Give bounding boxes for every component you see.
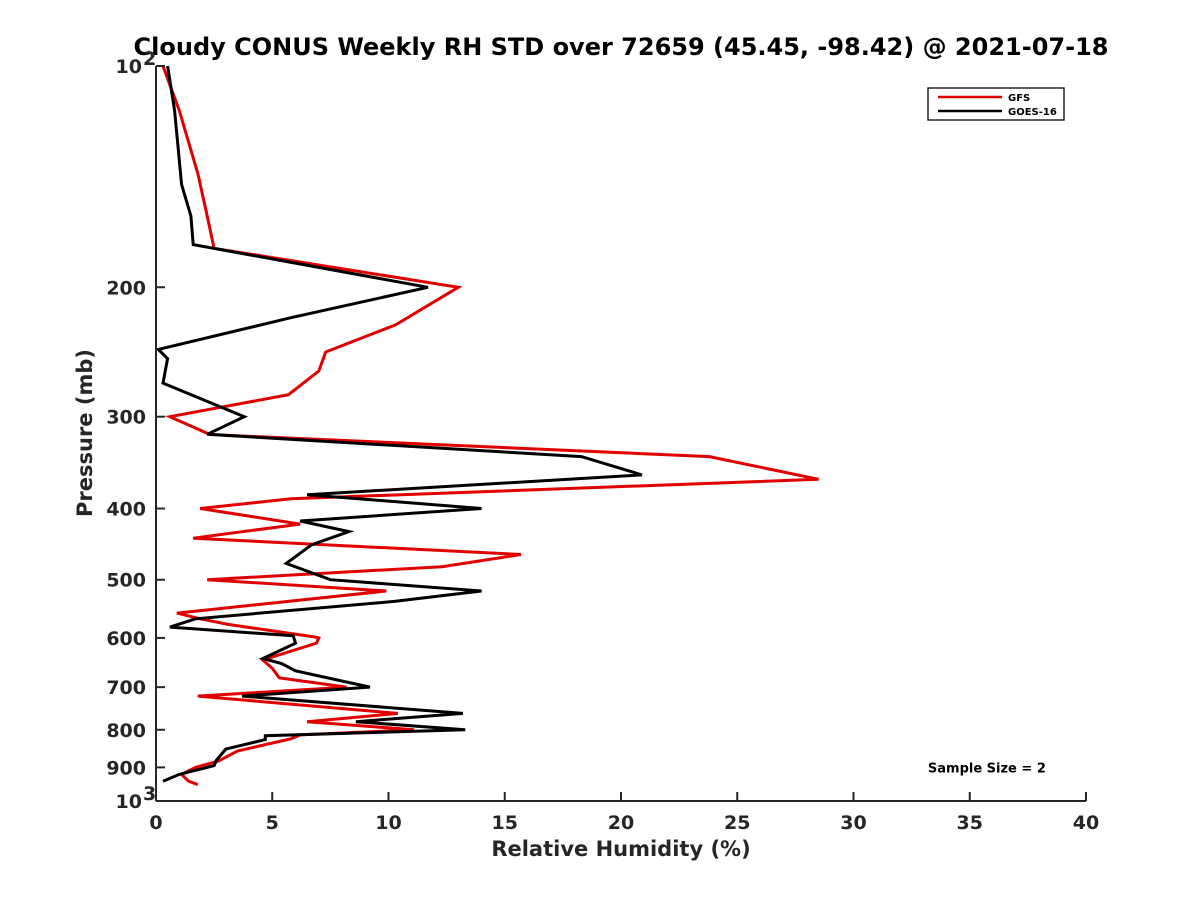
y-axis-label: Pressure (mb) (73, 349, 97, 517)
x-tick-label: 40 (1073, 812, 1099, 834)
y-tick-label: 200 (106, 277, 146, 299)
chart-title: Cloudy CONUS Weekly RH STD over 72659 (4… (134, 33, 1109, 61)
y-tick-label: 800 (106, 720, 146, 742)
y-tick-exponent: 2 (143, 48, 156, 70)
y-tick-label: 600 (106, 628, 146, 650)
legend-label-gfs: GFS (1008, 93, 1030, 104)
x-tick-label: 25 (724, 812, 750, 834)
legend: GFS GOES-16 (927, 87, 1065, 121)
y-tick-label: 300 (106, 407, 146, 429)
sample-size-annotation: Sample Size = 2 (928, 761, 1046, 776)
x-tick-label: 5 (266, 812, 279, 834)
y-tick-label: 500 (106, 570, 146, 592)
x-tick-label: 10 (375, 812, 401, 834)
y-tick-label: 400 (106, 499, 146, 521)
legend-box (927, 87, 1065, 121)
x-tick-label: 35 (957, 812, 983, 834)
y-tick-label: 10 (116, 791, 142, 813)
legend-label-goes-16: GOES-16 (1008, 107, 1057, 118)
x-tick-label: 30 (840, 812, 866, 834)
series-line-goes-16 (155, 65, 643, 783)
x-tick-label: 20 (608, 812, 634, 834)
x-tick-label: 0 (149, 812, 162, 834)
y-tick-label: 10 (116, 56, 142, 78)
x-tick-label: 15 (492, 812, 518, 834)
x-axis-label: Relative Humidity (%) (491, 837, 750, 861)
y-tick-exponent: 3 (143, 783, 156, 805)
y-tick-label: 900 (106, 757, 146, 779)
y-tick-label: 700 (106, 677, 146, 699)
series-line-gfs (161, 65, 819, 787)
